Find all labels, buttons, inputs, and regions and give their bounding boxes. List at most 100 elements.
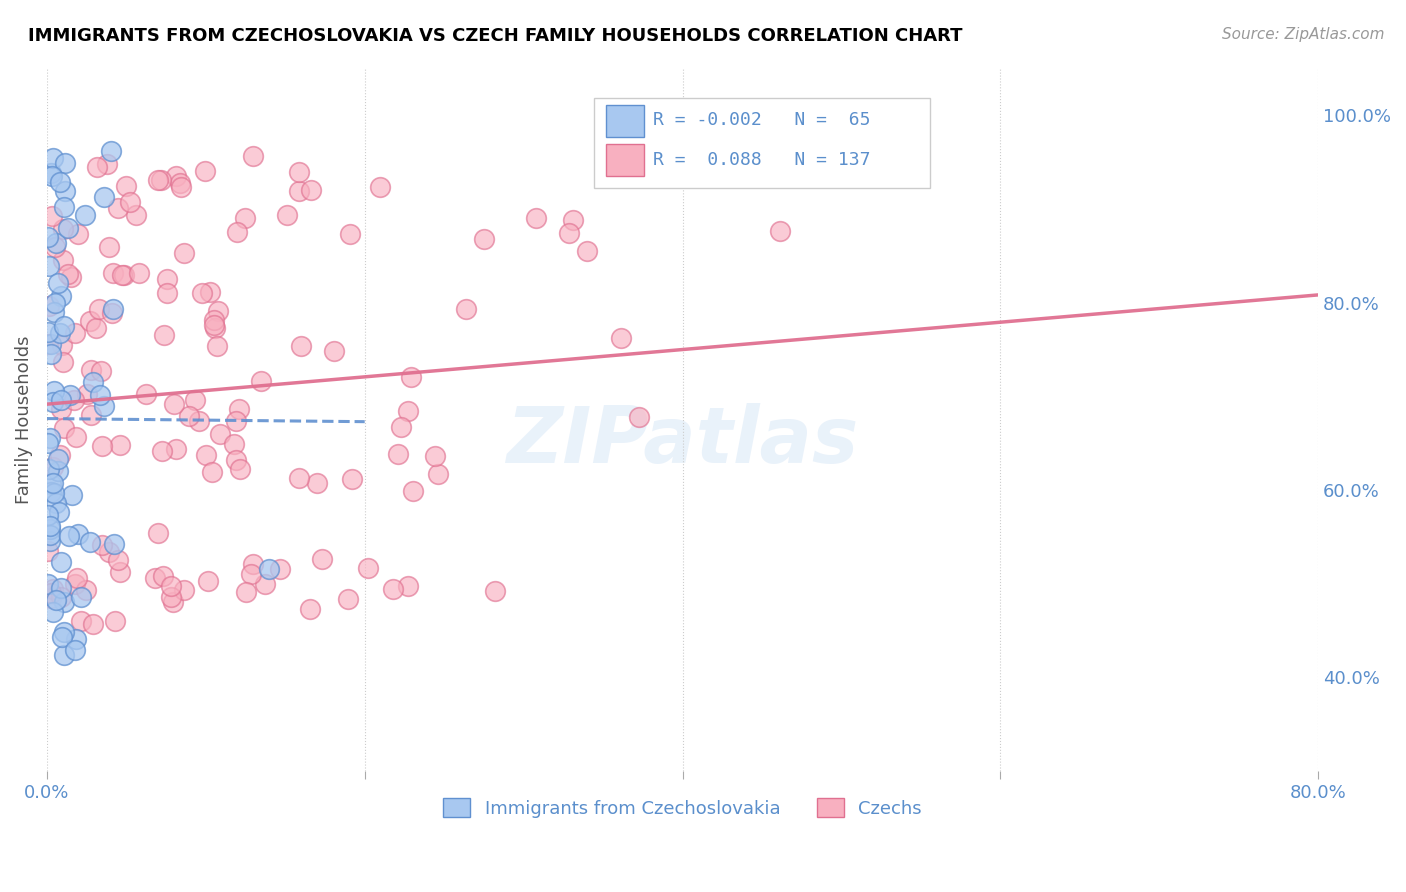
Point: [39, 518, 62, 533]
Point: [90, 364, 112, 378]
Point: [146, 172, 169, 186]
Point: [45, 235, 67, 250]
Point: [290, 339, 312, 353]
Point: [104, 614, 127, 628]
Point: [202, 313, 225, 327]
Point: [42, 384, 65, 399]
Point: [49, 326, 72, 340]
Point: [37, 508, 59, 522]
Point: [37, 325, 59, 339]
Point: [253, 577, 276, 591]
Point: [107, 201, 129, 215]
Point: [288, 164, 311, 178]
Text: R = -0.002   N =  65: R = -0.002 N = 65: [654, 111, 870, 128]
FancyBboxPatch shape: [606, 145, 644, 176]
Point: [45, 496, 67, 510]
Point: [75, 583, 97, 598]
Point: [125, 208, 148, 222]
Point: [39, 585, 62, 599]
Point: [46, 452, 69, 467]
Point: [323, 344, 346, 359]
Text: Source: ZipAtlas.com: Source: ZipAtlas.com: [1222, 27, 1385, 42]
Point: [128, 266, 150, 280]
Point: [233, 211, 256, 225]
Point: [41, 477, 63, 491]
Point: [399, 370, 422, 384]
Point: [39, 591, 62, 606]
Point: [259, 561, 281, 575]
Point: [184, 393, 207, 408]
Point: [51, 631, 73, 645]
Text: R =  0.088   N = 137: R = 0.088 N = 137: [654, 151, 870, 169]
Point: [107, 553, 129, 567]
Point: [42, 305, 65, 319]
Point: [135, 387, 157, 401]
Point: [39, 431, 62, 445]
Point: [39, 337, 62, 351]
Point: [201, 465, 224, 479]
Point: [162, 595, 184, 609]
Point: [454, 302, 477, 317]
Point: [38, 522, 60, 536]
Point: [288, 471, 311, 485]
Point: [38, 259, 60, 273]
Point: [37, 576, 59, 591]
Point: [41, 605, 63, 619]
Point: [44, 295, 66, 310]
Point: [143, 571, 166, 585]
Point: [80, 408, 103, 422]
Point: [79, 314, 101, 328]
Point: [242, 557, 264, 571]
Point: [627, 409, 650, 424]
Point: [70, 590, 93, 604]
Point: [150, 443, 173, 458]
FancyBboxPatch shape: [593, 98, 931, 188]
Point: [402, 484, 425, 499]
Point: [51, 337, 73, 351]
Point: [156, 286, 179, 301]
Point: [39, 166, 62, 180]
Point: [91, 538, 114, 552]
Point: [222, 437, 245, 451]
Point: [207, 304, 229, 318]
Point: [49, 392, 72, 407]
Point: [39, 533, 62, 548]
Point: [53, 648, 76, 662]
Point: [53, 184, 76, 198]
Point: [66, 227, 89, 242]
Point: [242, 149, 264, 163]
Point: [389, 420, 412, 434]
Point: [86, 160, 108, 174]
Point: [44, 240, 66, 254]
Point: [56, 221, 79, 235]
Point: [84, 320, 107, 334]
Point: [339, 227, 361, 241]
Point: [37, 336, 59, 351]
Y-axis label: Family Households: Family Households: [15, 335, 32, 504]
Point: [49, 289, 72, 303]
Point: [76, 386, 98, 401]
Point: [42, 460, 65, 475]
Point: [51, 354, 73, 368]
Point: [46, 464, 69, 478]
Point: [66, 571, 89, 585]
Point: [173, 583, 195, 598]
Point: [111, 268, 134, 282]
Point: [120, 195, 142, 210]
Point: [53, 200, 76, 214]
Point: [98, 544, 121, 558]
Point: [396, 579, 419, 593]
Point: [75, 208, 97, 222]
Point: [204, 320, 226, 334]
Point: [156, 271, 179, 285]
Point: [82, 376, 104, 390]
Point: [93, 190, 115, 204]
Point: [112, 268, 135, 283]
Point: [39, 528, 62, 542]
Point: [562, 213, 585, 227]
Point: [63, 326, 86, 340]
Point: [70, 614, 93, 628]
Point: [63, 577, 86, 591]
Point: [59, 270, 82, 285]
FancyBboxPatch shape: [606, 105, 644, 136]
